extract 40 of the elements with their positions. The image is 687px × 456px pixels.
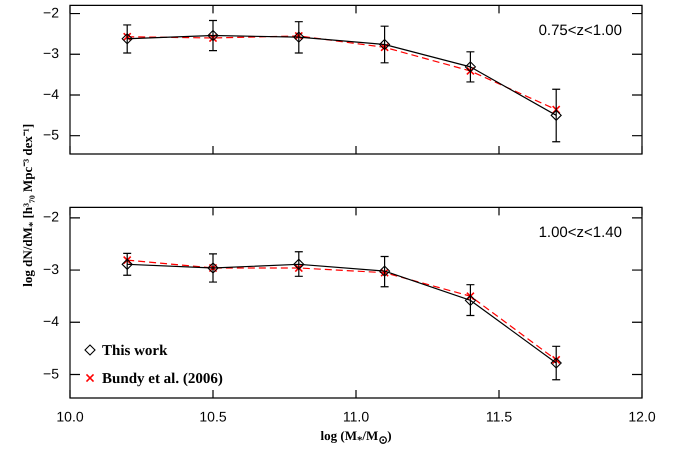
point	[122, 255, 132, 264]
point	[207, 30, 219, 41]
point	[380, 42, 389, 52]
y-tick-label: −4	[43, 85, 60, 102]
legend-label: Bundy et al. (2006)	[102, 370, 223, 386]
point	[379, 38, 390, 50]
point	[293, 31, 304, 42]
point	[552, 104, 561, 114]
annotation: 1.00<z<1.40	[538, 224, 622, 241]
y-tick-label: −5	[43, 364, 60, 381]
y-tick-label: −5	[43, 126, 60, 142]
point	[122, 258, 133, 270]
x-tick-label: 11.0	[342, 408, 370, 424]
x-tick-label: 10.0	[56, 408, 84, 424]
point	[466, 66, 475, 75]
y-tick-label: −4	[43, 312, 60, 329]
point	[550, 357, 562, 368]
point	[122, 32, 132, 41]
point	[464, 60, 476, 72]
x-tick-label: 11.5	[486, 408, 512, 424]
y-tick-label: −3	[43, 260, 60, 277]
point	[294, 263, 304, 272]
x-tick-label: 10.5	[199, 408, 227, 424]
point	[380, 268, 389, 277]
point	[464, 294, 476, 306]
y-tick-label: −2	[43, 4, 60, 20]
point	[379, 265, 390, 276]
y-tick-label: −2	[43, 208, 60, 224]
point	[208, 33, 218, 42]
point	[550, 109, 562, 120]
point	[466, 291, 475, 300]
x-axis-title: log (M$_{*}$/M$_{⊙}$)	[320, 428, 392, 447]
y-tick-label: −3	[43, 44, 60, 61]
point	[293, 258, 304, 270]
point	[552, 355, 561, 364]
legend-label: This work	[102, 342, 168, 358]
x-tick-label: 12.0	[628, 408, 656, 424]
point	[294, 31, 304, 40]
annotation: 0.75<z<1.00	[538, 22, 622, 39]
point	[122, 32, 133, 44]
